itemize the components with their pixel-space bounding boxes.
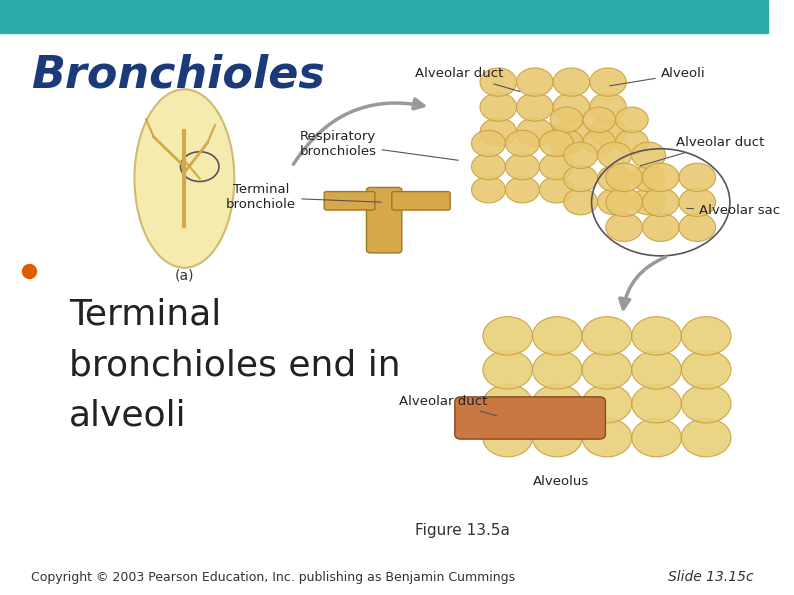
Circle shape [631, 165, 665, 192]
Circle shape [590, 93, 626, 121]
FancyBboxPatch shape [455, 397, 605, 439]
Circle shape [632, 384, 681, 423]
Circle shape [553, 68, 590, 96]
Circle shape [472, 130, 506, 156]
Circle shape [582, 350, 632, 389]
Text: Respiratory
bronchioles: Respiratory bronchioles [299, 130, 458, 160]
Circle shape [550, 130, 583, 155]
Circle shape [480, 118, 517, 146]
Text: Terminal
bronchiole: Terminal bronchiole [226, 183, 381, 211]
Circle shape [539, 154, 573, 180]
Text: Bronchioles: Bronchioles [31, 54, 325, 96]
Circle shape [583, 130, 615, 155]
Circle shape [533, 418, 582, 457]
Circle shape [642, 213, 679, 242]
Circle shape [681, 418, 731, 457]
Circle shape [642, 163, 679, 192]
Circle shape [582, 384, 632, 423]
Circle shape [679, 213, 715, 242]
Text: Alveolar duct: Alveolar duct [640, 136, 765, 166]
Text: Alveolus: Alveolus [533, 475, 589, 488]
Bar [0, 0, 769, 33]
Circle shape [472, 177, 506, 203]
Circle shape [564, 189, 598, 215]
Circle shape [517, 118, 553, 146]
Circle shape [483, 350, 533, 389]
Circle shape [517, 93, 553, 121]
Circle shape [598, 189, 631, 215]
FancyArrowPatch shape [620, 257, 666, 309]
Circle shape [606, 188, 642, 217]
Circle shape [681, 317, 731, 355]
Circle shape [681, 384, 731, 423]
Ellipse shape [134, 89, 234, 268]
Circle shape [506, 177, 539, 203]
Circle shape [483, 317, 533, 355]
Circle shape [582, 418, 632, 457]
Circle shape [539, 177, 573, 203]
Circle shape [472, 154, 506, 180]
Circle shape [533, 350, 582, 389]
Circle shape [506, 154, 539, 180]
Circle shape [606, 163, 642, 192]
Circle shape [632, 317, 681, 355]
Circle shape [590, 68, 626, 96]
Circle shape [553, 93, 590, 121]
Text: Alveoli: Alveoli [610, 67, 705, 86]
Circle shape [632, 350, 681, 389]
Text: Alveolar sac: Alveolar sac [687, 204, 781, 217]
FancyBboxPatch shape [324, 192, 375, 210]
Circle shape [553, 118, 590, 146]
Circle shape [564, 165, 598, 192]
Circle shape [582, 317, 632, 355]
Circle shape [615, 107, 648, 133]
Circle shape [539, 130, 573, 156]
Circle shape [598, 142, 631, 168]
Circle shape [590, 118, 626, 146]
Circle shape [533, 317, 582, 355]
Text: Figure 13.5a: Figure 13.5a [414, 524, 510, 538]
Text: Slide 13.15c: Slide 13.15c [669, 570, 754, 584]
Circle shape [480, 93, 517, 121]
Circle shape [583, 107, 615, 133]
Circle shape [506, 130, 539, 156]
FancyArrowPatch shape [294, 99, 424, 164]
FancyBboxPatch shape [367, 187, 402, 253]
Text: Copyright © 2003 Pearson Education, Inc. publishing as Benjamin Cummings: Copyright © 2003 Pearson Education, Inc.… [31, 571, 515, 584]
Text: Terminal: Terminal [69, 298, 222, 331]
Circle shape [483, 384, 533, 423]
Circle shape [681, 350, 731, 389]
Text: Alveolar duct: Alveolar duct [414, 67, 520, 92]
Circle shape [632, 418, 681, 457]
Circle shape [564, 142, 598, 168]
Text: bronchioles end in: bronchioles end in [69, 348, 401, 382]
Circle shape [550, 107, 583, 133]
Circle shape [517, 68, 553, 96]
Text: (a): (a) [175, 268, 194, 283]
Circle shape [480, 68, 517, 96]
Circle shape [631, 189, 665, 215]
FancyBboxPatch shape [391, 192, 450, 210]
Circle shape [642, 188, 679, 217]
Text: alveoli: alveoli [69, 399, 187, 433]
Circle shape [483, 418, 533, 457]
Circle shape [631, 142, 665, 168]
Circle shape [606, 213, 642, 242]
Circle shape [598, 165, 631, 192]
Text: Alveolar duct: Alveolar duct [399, 394, 497, 416]
Circle shape [533, 384, 582, 423]
Circle shape [679, 163, 715, 192]
Circle shape [679, 188, 715, 217]
Circle shape [615, 130, 648, 155]
